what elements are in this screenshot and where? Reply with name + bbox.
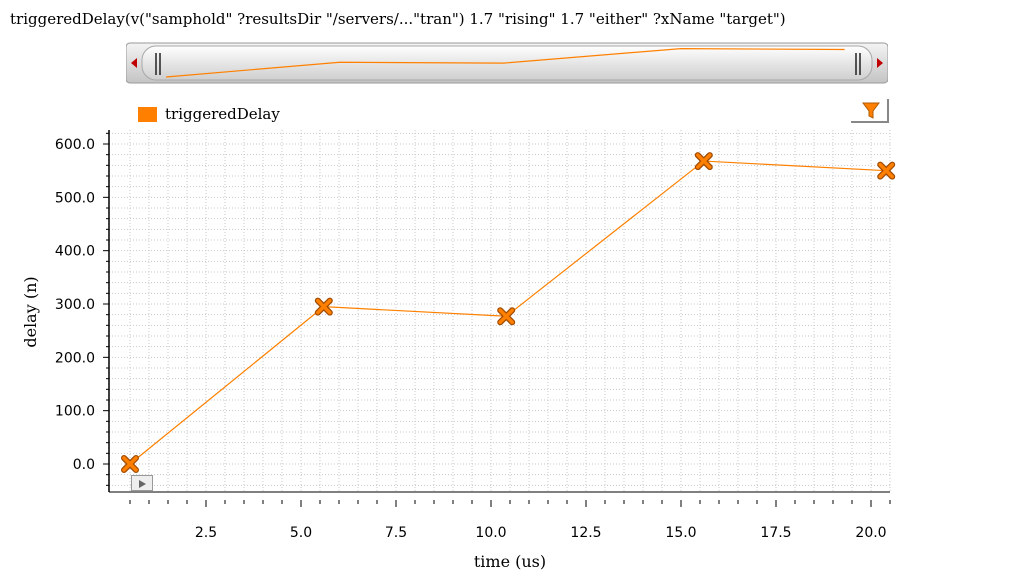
x-tick-label: 15.0 — [665, 525, 696, 541]
axes: 0.0 100.0 200.0 300.0 400.0 500.0 600.0 2.5 5.0 7… — [55, 130, 891, 541]
y-tick-label: 600.0 — [55, 137, 95, 153]
y-tick-label: 300.0 — [55, 297, 95, 313]
data-point-marker — [314, 297, 333, 316]
y-axis-label: delay (n) — [21, 276, 40, 347]
y-tick-label: 100.0 — [55, 404, 95, 420]
data-point-marker — [877, 161, 896, 180]
x-tick-label: 2.5 — [195, 525, 217, 541]
overview-scrollbar[interactable] — [126, 41, 888, 85]
data-point-marker — [121, 455, 139, 473]
filter-button[interactable] — [851, 99, 889, 123]
data-point-marker — [497, 307, 516, 326]
x-tick-label: 12.5 — [570, 525, 601, 541]
overview-left-handle[interactable] — [155, 53, 161, 75]
data-point-marker — [694, 152, 713, 171]
y-tick-label: 500.0 — [55, 190, 95, 206]
y-tick-label: 400.0 — [55, 244, 95, 260]
x-tick-label: 10.0 — [475, 525, 506, 541]
arrow-right-icon — [877, 58, 883, 68]
overview-series-line — [165, 47, 845, 78]
legend-swatch — [138, 106, 157, 122]
arrow-left-icon — [131, 58, 137, 68]
x-tick-label: 7.5 — [385, 525, 407, 541]
chart-title: triggeredDelay(v("samphold" ?resultsDir … — [10, 10, 786, 28]
x-tick-label: 17.5 — [760, 525, 791, 541]
overview-scroll-right-button[interactable] — [872, 44, 887, 82]
x-tick-label: 5.0 — [290, 525, 312, 541]
x-axis-label: time (us) — [474, 552, 546, 571]
legend-label: triggeredDelay — [165, 105, 280, 123]
y-tick-label: 0.0 — [73, 457, 95, 473]
play-button[interactable] — [131, 475, 153, 491]
x-tick-label: 20.0 — [855, 525, 886, 541]
play-icon — [139, 480, 146, 488]
grid — [109, 130, 891, 492]
overview-right-handle[interactable] — [855, 53, 861, 75]
series — [121, 152, 896, 473]
overview-scroll-left-button[interactable] — [127, 44, 142, 82]
y-tick-label: 200.0 — [55, 350, 95, 366]
filter-icon — [862, 102, 880, 119]
legend[interactable]: triggeredDelay — [138, 105, 280, 123]
